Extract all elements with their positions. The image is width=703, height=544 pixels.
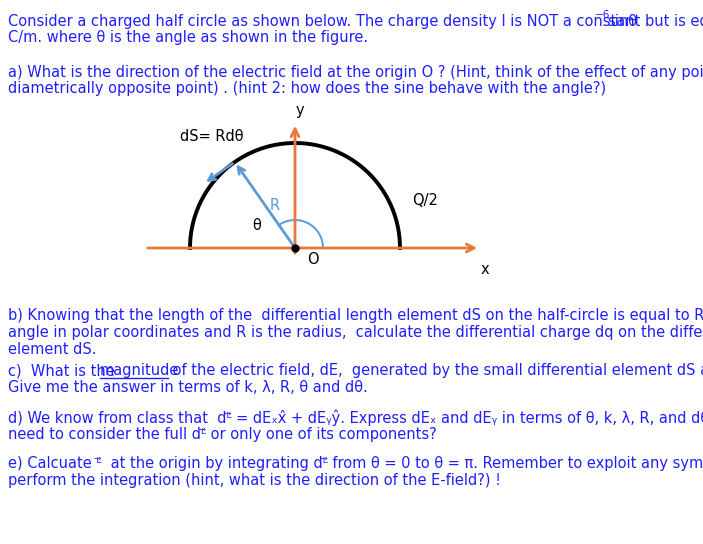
Text: d) We know from class that  dᴸ⃗ = dEₓx̂ + dEᵧŷ. Express dEₓ and dEᵧ in terms of : d) We know from class that dᴸ⃗ = dEₓx̂ +… [8,410,703,426]
Text: of the electric field, dE,  generated by the small differential element dS at th: of the electric field, dE, generated by … [168,363,703,378]
Text: diametrically opposite point) . (hint 2: how does the sine behave with the angle: diametrically opposite point) . (hint 2:… [8,81,606,96]
Text: sinθ: sinθ [607,14,637,29]
Text: R: R [270,198,280,213]
Text: magnitude: magnitude [100,363,179,378]
Text: θ: θ [252,219,262,233]
Text: Consider a charged half circle as shown below. The charge density l is NOT a con: Consider a charged half circle as shown … [8,14,703,29]
Text: Q/2: Q/2 [412,193,438,208]
Text: element dS.: element dS. [8,342,96,357]
Text: e) Calcuate ᴸ⃗  at the origin by integrating dᴸ⃗ from θ = 0 to θ = π. Remember t: e) Calcuate ᴸ⃗ at the origin by integrat… [8,456,703,471]
Text: c)  What is the: c) What is the [8,363,120,378]
Text: Give me the answer in terms of k, λ, R, θ and dθ.: Give me the answer in terms of k, λ, R, … [8,380,368,395]
Text: a) What is the direction of the electric field at the origin O ? (Hint, think of: a) What is the direction of the electric… [8,65,703,80]
Text: x: x [481,262,489,277]
Text: −6: −6 [595,10,610,20]
Text: need to consider the full dᴸ⃗ or only one of its components?: need to consider the full dᴸ⃗ or only on… [8,427,437,442]
Text: dS= Rdθ: dS= Rdθ [180,129,243,144]
Text: b) Knowing that the length of the  differential length element dS on the half-ci: b) Knowing that the length of the differ… [8,308,703,323]
Text: O: O [307,252,318,267]
Text: angle in polar coordinates and R is the radius,  calculate the differential char: angle in polar coordinates and R is the … [8,325,703,340]
Text: y: y [296,103,304,118]
Text: C/m. where θ is the angle as shown in the figure.: C/m. where θ is the angle as shown in th… [8,30,368,45]
Text: perform the integration (hint, what is the direction of the E-field?) !: perform the integration (hint, what is t… [8,473,501,488]
